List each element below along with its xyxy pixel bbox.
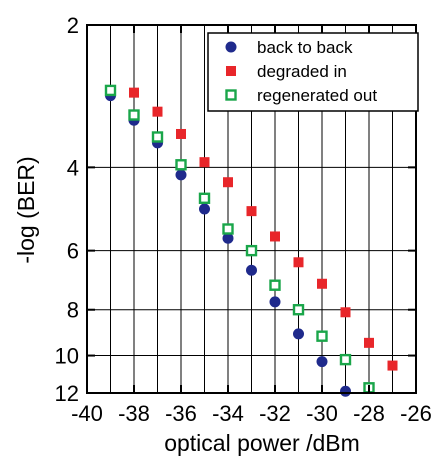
- y-tick-label: 8: [67, 298, 79, 323]
- data-point: [292, 304, 305, 316]
- series-layer: [104, 84, 398, 397]
- x-tick-label: -34: [212, 401, 244, 426]
- x-tick-label: -40: [71, 401, 103, 426]
- data-point: [339, 353, 352, 366]
- data-point: [175, 159, 187, 171]
- data-point: [364, 337, 374, 348]
- data-point: [223, 177, 233, 188]
- data-point: [222, 232, 234, 244]
- axes-layer: -40 -38 -36 -34 -32 -30 -28 -26 2 4 6 8 10 12: [55, 13, 432, 426]
- series-regenerated-out: [104, 84, 375, 394]
- legend-marker: [226, 66, 236, 76]
- legend-marker: [225, 41, 237, 53]
- data-point: [293, 257, 304, 268]
- legend-marker: [225, 89, 237, 101]
- y-tick-label: 10: [55, 344, 79, 369]
- legend-label: regenerated out: [257, 86, 377, 105]
- data-point: [151, 131, 164, 143]
- x-tick-label: -36: [165, 401, 197, 426]
- plot-frame: [86, 24, 417, 394]
- y-tick-label: 12: [55, 381, 79, 406]
- x-tick-label: -32: [259, 401, 291, 426]
- data-point: [387, 360, 398, 371]
- data-point: [129, 87, 139, 98]
- legend-box: [207, 32, 419, 112]
- data-point: [175, 169, 187, 181]
- data-point: [199, 157, 210, 168]
- series-degraded-in: [129, 87, 398, 371]
- y-tick-label: 2: [67, 13, 79, 38]
- data-point: [222, 223, 234, 235]
- data-point: [340, 307, 351, 318]
- legend-label: back to back: [257, 38, 353, 57]
- x-tick-label: -26: [400, 401, 432, 426]
- y-axis-title: -log (BER): [13, 156, 39, 263]
- data-point: [128, 109, 140, 121]
- data-point: [246, 206, 257, 217]
- data-point: [152, 106, 163, 117]
- y-tick-label: 6: [67, 239, 79, 264]
- data-point: [293, 328, 304, 340]
- data-point: [104, 84, 117, 97]
- data-point: [317, 278, 327, 289]
- data-point: [199, 203, 210, 215]
- x-tick-label: -30: [306, 401, 338, 426]
- y-tick-label: 4: [67, 155, 79, 180]
- data-point: [198, 192, 211, 204]
- data-point: [246, 264, 257, 276]
- data-point: [176, 128, 186, 139]
- legend-label: degraded in: [257, 62, 347, 81]
- data-point: [316, 330, 328, 342]
- data-point: [269, 296, 281, 308]
- x-tick-label: -38: [118, 401, 150, 426]
- data-point: [340, 385, 351, 397]
- x-axis-title: optical power /dBm: [164, 430, 360, 456]
- x-tick-label: -28: [353, 401, 385, 426]
- legend: back to back degraded in regenerated out: [207, 32, 419, 112]
- data-point: [316, 356, 328, 368]
- data-point: [245, 244, 258, 257]
- data-point: [270, 231, 280, 242]
- data-point: [269, 279, 281, 291]
